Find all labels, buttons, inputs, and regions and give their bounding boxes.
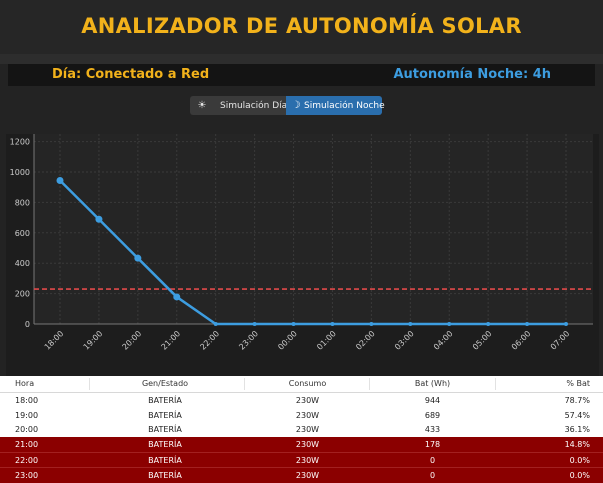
- cell-bat: 944: [424, 396, 441, 405]
- cell-pct: 0.0%: [569, 456, 590, 465]
- cell-bat: 433: [424, 425, 441, 434]
- y-tick-label: 200: [15, 290, 30, 299]
- x-tick-label: 02:00: [354, 329, 377, 352]
- plot-area: [34, 134, 593, 324]
- app-title: ANALIZADOR DE AUTONOMÍA SOLAR: [81, 14, 522, 38]
- column-divider: [369, 378, 370, 390]
- y-tick-label: 1000: [10, 168, 30, 177]
- cell-bat: 689: [424, 411, 441, 420]
- data-point: [213, 322, 218, 326]
- x-tick-label: 18:00: [43, 329, 66, 352]
- data-point: [173, 293, 181, 301]
- day-status: Día: Conectado a Red: [52, 67, 210, 82]
- cell-pct: 14.8%: [564, 440, 590, 449]
- table-row: 18:00 BATERÍA 230W 944 78.7%: [0, 393, 603, 408]
- y-tick-label: 800: [15, 198, 30, 207]
- column-divider: [495, 378, 496, 390]
- title-bar: ANALIZADOR DE AUTONOMÍA SOLAR: [0, 0, 603, 54]
- cell-hora: 18:00: [15, 396, 39, 405]
- simulation-table: Hora Gen/Estado Consumo Bat (Wh) % Bat 1…: [0, 376, 603, 483]
- cell-hora: 19:00: [15, 411, 39, 420]
- y-tick-label: 0: [25, 320, 30, 329]
- cell-pct: 57.4%: [564, 411, 590, 420]
- cell-estado: BATERÍA: [148, 396, 182, 405]
- x-tick-label: 04:00: [432, 329, 455, 352]
- column-header-bat: Bat (Wh): [414, 379, 451, 388]
- column-header-pct: % Bat: [566, 379, 590, 388]
- battery-chart-svg: 0 200 400 600 800 1000 1200 18:00 19:00 20:00 21:0…: [10, 134, 593, 352]
- table-row: 22:00 BATERÍA 230W 0 0.0%: [0, 452, 603, 468]
- moon-icon: ☽: [291, 100, 301, 111]
- cell-hora: 20:00: [15, 425, 39, 434]
- y-tick-label: 1200: [10, 138, 30, 147]
- data-point: [56, 177, 64, 185]
- table-row: 23:00 BATERÍA 230W 0 0.0%: [0, 467, 603, 483]
- data-point: [95, 215, 103, 223]
- data-point: [525, 322, 530, 326]
- simulation-toggle: ☀ Simulación Día ☽ Simulación Noche: [190, 96, 385, 115]
- table-header: Hora Gen/Estado Consumo Bat (Wh) % Bat: [0, 376, 603, 393]
- x-tick-label: 19:00: [82, 329, 105, 352]
- status-bar: Día: Conectado a Red Autonomía Noche: 4h: [8, 64, 595, 86]
- table-row: 19:00 BATERÍA 230W 689 57.4%: [0, 408, 603, 423]
- column-header-consumo: Consumo: [288, 379, 327, 388]
- table-row: 21:00 BATERÍA 230W 178 14.8%: [0, 437, 603, 452]
- simulate-night-button[interactable]: ☽ Simulación Noche: [286, 96, 385, 115]
- x-tick-label: 22:00: [198, 329, 221, 352]
- cell-pct: 36.1%: [564, 425, 590, 434]
- cell-consumo: 230W: [295, 425, 320, 434]
- cell-consumo: 230W: [295, 471, 320, 480]
- x-tick-label: 20:00: [121, 329, 144, 352]
- cell-consumo: 230W: [295, 396, 320, 405]
- cell-hora: 22:00: [15, 456, 39, 465]
- data-point: [252, 322, 257, 326]
- x-tick-label: 06:00: [510, 329, 533, 352]
- data-point: [291, 322, 296, 326]
- x-tick-label: 21:00: [160, 329, 183, 352]
- night-autonomy: Autonomía Noche: 4h: [393, 67, 551, 82]
- cell-bat: 0: [429, 456, 436, 465]
- cell-consumo: 230W: [295, 411, 320, 420]
- table-row: 20:00 BATERÍA 230W 433 36.1%: [0, 422, 603, 437]
- cell-estado: BATERÍA: [148, 425, 182, 434]
- cell-estado: BATERÍA: [148, 456, 182, 465]
- data-point: [447, 322, 452, 326]
- battery-series-line: [59, 179, 566, 326]
- simulate-night-label: Simulación Noche: [304, 101, 385, 111]
- simulate-day-label: Simulación Día: [220, 101, 288, 111]
- x-tick-label: 03:00: [393, 329, 416, 352]
- column-divider: [244, 378, 245, 390]
- data-point: [369, 322, 374, 326]
- battery-chart: 0 200 400 600 800 1000 1200 18:00 19:00 20:00 21:0…: [6, 134, 599, 376]
- data-point: [408, 322, 413, 326]
- cell-bat: 178: [424, 440, 441, 449]
- column-header-estado: Gen/Estado: [141, 379, 189, 388]
- x-tick-label: 01:00: [315, 329, 338, 352]
- cell-estado: BATERÍA: [148, 440, 182, 449]
- cell-estado: BATERÍA: [148, 411, 182, 420]
- cell-consumo: 230W: [295, 456, 320, 465]
- cell-hora: 23:00: [15, 471, 39, 480]
- x-tick-label: 00:00: [276, 329, 299, 352]
- header-divider: [0, 54, 603, 64]
- data-point: [564, 322, 568, 326]
- sun-icon: ☀: [197, 100, 207, 111]
- column-header-hora: Hora: [15, 379, 35, 388]
- column-divider: [89, 378, 90, 390]
- simulate-day-button[interactable]: ☀ Simulación Día: [190, 96, 288, 115]
- cell-consumo: 230W: [295, 440, 320, 449]
- y-tick-label: 600: [15, 229, 30, 238]
- data-point: [486, 322, 491, 326]
- data-point: [134, 254, 142, 262]
- cell-pct: 78.7%: [564, 396, 590, 405]
- y-tick-label: 400: [15, 259, 30, 268]
- x-tick-label: 07:00: [549, 329, 572, 352]
- cell-bat: 0: [429, 471, 436, 480]
- cell-estado: BATERÍA: [148, 471, 182, 480]
- x-tick-label: 23:00: [237, 329, 260, 352]
- data-point: [330, 322, 335, 326]
- x-tick-label: 05:00: [471, 329, 494, 352]
- cell-hora: 21:00: [15, 440, 39, 449]
- cell-pct: 0.0%: [569, 471, 590, 480]
